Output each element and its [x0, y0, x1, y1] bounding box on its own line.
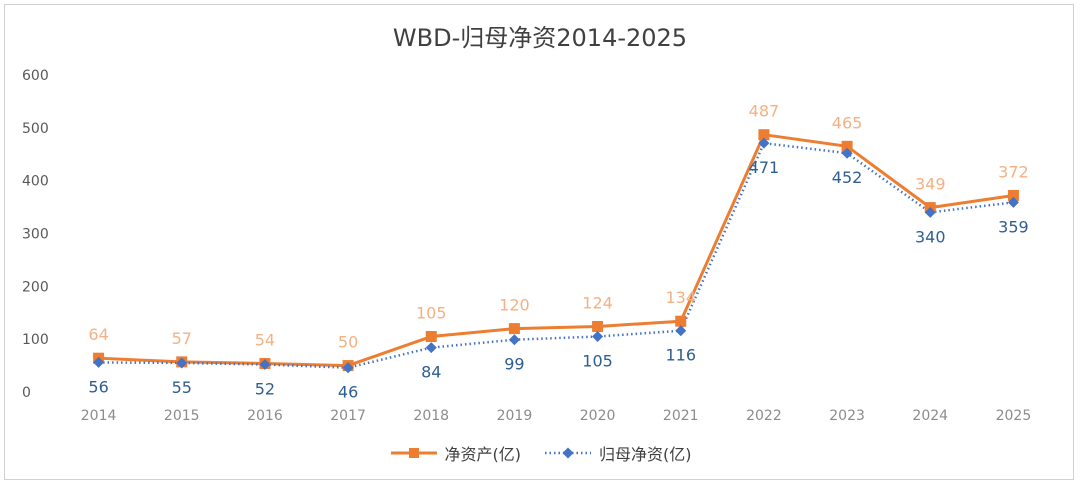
x-tick-label: 2014 — [81, 408, 117, 424]
data-point-net-assets — [841, 140, 853, 152]
data-label-parent-net-assets: 55 — [172, 378, 192, 397]
data-label-net-assets: 54 — [255, 330, 275, 349]
x-tick-label: 2024 — [912, 408, 948, 424]
data-point-net-assets — [758, 129, 770, 141]
x-tick-label: 2020 — [580, 408, 616, 424]
data-point-parent-net-assets — [675, 325, 687, 337]
legend-label-parent-net-assets: 归母净资(亿) — [599, 445, 692, 464]
chart-frame — [4, 4, 1074, 480]
legend-label-net-assets: 净资产(亿) — [444, 445, 522, 464]
legend: 净资产(亿) 归母净资(亿) — [0, 441, 1080, 465]
data-labels: 64 57 54 50 105 120 124 134 487 465 349 372 56 55 52 46… — [88, 102, 1028, 402]
data-label-parent-net-assets: 84 — [421, 363, 441, 382]
data-label-parent-net-assets: 46 — [338, 383, 358, 402]
y-tick-label: 100 — [22, 332, 49, 348]
data-point-net-assets — [508, 323, 520, 335]
legend-item-parent-net-assets: 归母净资(亿) — [543, 441, 692, 465]
data-label-parent-net-assets: 116 — [665, 346, 696, 365]
data-label-parent-net-assets: 471 — [749, 158, 780, 177]
legend-swatch-net-assets — [390, 448, 437, 458]
data-label-parent-net-assets: 52 — [255, 380, 275, 399]
chart-title: WBD-归母净资2014-2025 — [392, 24, 688, 52]
data-point-parent-net-assets — [176, 357, 188, 369]
data-point-parent-net-assets — [924, 206, 936, 218]
x-tick-label: 2018 — [413, 408, 449, 424]
data-label-net-assets: 349 — [915, 175, 946, 194]
series-markers — [93, 129, 1019, 374]
y-tick-label: 500 — [22, 121, 49, 137]
data-label-net-assets: 372 — [998, 162, 1029, 181]
data-point-parent-net-assets — [758, 137, 770, 149]
data-label-parent-net-assets: 359 — [998, 217, 1029, 236]
data-label-net-assets: 105 — [416, 304, 447, 323]
data-label-net-assets: 50 — [338, 333, 358, 352]
series-line-net-assets — [98, 133, 1014, 368]
y-tick-label: 0 — [22, 385, 31, 401]
data-point-parent-net-assets — [342, 362, 354, 374]
data-label-parent-net-assets: 56 — [88, 377, 108, 396]
data-label-net-assets: 57 — [172, 329, 192, 348]
series-line-parent-net-assets — [98, 141, 1014, 369]
data-point-net-assets — [425, 331, 437, 343]
data-point-net-assets — [1007, 189, 1019, 201]
data-point-net-assets — [675, 315, 687, 327]
data-label-parent-net-assets: 105 — [582, 352, 613, 371]
y-tick-label: 400 — [22, 174, 49, 190]
data-point-parent-net-assets — [592, 331, 604, 343]
x-tick-label: 2025 — [996, 408, 1032, 424]
x-tick-label: 2022 — [746, 408, 782, 424]
legend-swatch-parent-net-assets — [545, 447, 591, 459]
x-axis-ticks: 2014 2015 2016 2017 2018 2019 2020 2021 2022 2023… — [81, 408, 1031, 424]
data-point-parent-net-assets — [93, 356, 105, 368]
data-label-net-assets: 64 — [88, 325, 108, 344]
data-point-parent-net-assets — [425, 342, 437, 354]
data-point-parent-net-assets — [1007, 196, 1019, 208]
series-lines — [98, 133, 1014, 369]
data-label-net-assets: 487 — [749, 102, 780, 121]
x-tick-label: 2016 — [247, 408, 283, 424]
x-tick-label: 2017 — [330, 408, 366, 424]
x-tick-label: 2015 — [164, 408, 200, 424]
data-label-net-assets: 134 — [665, 288, 696, 307]
data-label-parent-net-assets: 99 — [504, 355, 524, 374]
data-label-parent-net-assets: 452 — [832, 168, 863, 187]
data-label-parent-net-assets: 340 — [915, 227, 946, 246]
data-label-net-assets: 465 — [832, 113, 863, 132]
data-label-net-assets: 120 — [499, 296, 530, 315]
data-point-parent-net-assets — [508, 334, 520, 346]
y-tick-label: 600 — [22, 68, 49, 84]
y-tick-label: 200 — [22, 279, 49, 295]
legend-item-net-assets: 净资产(亿) — [389, 441, 522, 465]
data-point-parent-net-assets — [841, 147, 853, 159]
y-tick-label: 300 — [22, 227, 49, 243]
x-tick-label: 2019 — [497, 408, 533, 424]
data-label-net-assets: 124 — [582, 293, 613, 312]
x-tick-label: 2023 — [829, 408, 865, 424]
data-point-parent-net-assets — [259, 359, 271, 371]
x-tick-label: 2021 — [663, 408, 699, 424]
data-point-net-assets — [592, 320, 604, 332]
y-axis-ticks: 0 100 200 300 400 500 600 — [22, 68, 49, 401]
